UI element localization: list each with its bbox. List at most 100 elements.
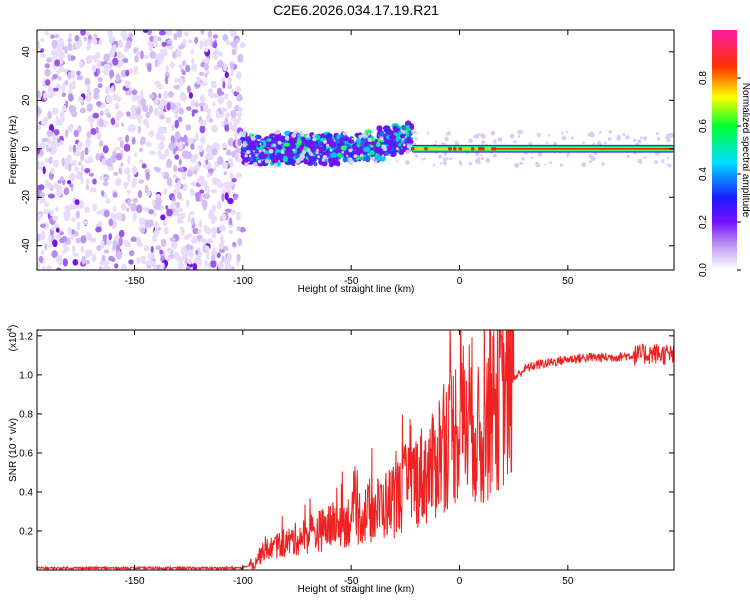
heatmap-noise-cell xyxy=(199,125,206,134)
heatmap-noise-cell xyxy=(95,126,99,134)
heatmap-noise-cell xyxy=(128,259,134,265)
heatmap-noise-cell xyxy=(86,131,91,140)
heatmap-signal-cell xyxy=(386,145,393,151)
snr-x-tick-label: -50 xyxy=(344,576,359,587)
heatmap-noise-cell xyxy=(213,48,219,55)
heatmap-noise-cell xyxy=(165,116,172,124)
heatmap-noise-cell xyxy=(59,176,65,182)
heatmap-noise-cell xyxy=(72,144,77,153)
heatmap-noise-cell xyxy=(59,118,64,125)
heatmap-noise-cell xyxy=(227,79,232,87)
heatmap-marks xyxy=(37,30,674,270)
heatmap-halo-cell xyxy=(472,135,476,138)
heatmap-noise-cell xyxy=(173,84,181,90)
heatmap-noise-cell xyxy=(161,171,165,177)
heatmap-noise-cell xyxy=(118,229,125,238)
heatmap-noise-cell xyxy=(58,76,62,81)
heatmap-noise-cell xyxy=(163,90,169,100)
snr-x-tick-label: 0 xyxy=(457,576,463,587)
heatmap-noise-cell xyxy=(200,30,205,36)
heatmap-noise-cell xyxy=(171,124,175,132)
heatmap-halo-cell xyxy=(435,141,438,144)
heatmap-noise-cell xyxy=(129,250,135,257)
heatmap-halo-cell xyxy=(342,131,347,136)
heatmap-noise-cell xyxy=(132,212,137,220)
heatmap-noise-cell xyxy=(140,227,146,234)
heatmap-halo-cell xyxy=(639,136,643,140)
heatmap-noise-cell xyxy=(171,240,178,250)
heatmap-noise-cell xyxy=(84,147,89,156)
heatmap-noise-cell xyxy=(86,43,92,51)
heatmap-halo-cell xyxy=(514,162,520,168)
heatmap-halo-cell xyxy=(480,139,486,145)
heatmap-noise-cell xyxy=(154,98,159,105)
heatmap-noise-cell xyxy=(153,35,158,43)
heatmap-noise-cell xyxy=(159,114,165,120)
heatmap-noise-cell xyxy=(92,34,96,44)
heatmap-noise-cell xyxy=(200,237,207,243)
heatmap-noise-cell xyxy=(178,207,183,213)
heatmap-noise-cell xyxy=(165,30,173,36)
heatmap-noise-cell xyxy=(79,107,86,114)
heatmap-noise-cell xyxy=(199,79,203,84)
heatmap-noise-cell xyxy=(186,243,191,251)
heatmap-halo-cell xyxy=(426,132,430,135)
heatmap-noise-cell xyxy=(165,205,169,210)
heatmap-signal-cell xyxy=(269,154,275,160)
colorbar-tick-label: 0.4 xyxy=(698,167,709,181)
heatmap-noise-cell xyxy=(138,147,143,153)
heatmap-noise-cell xyxy=(205,186,210,193)
heatmap-noise-cell xyxy=(45,202,50,208)
heatmap-noise-cell xyxy=(217,155,224,165)
heatmap-noise-cell xyxy=(118,237,123,247)
heatmap-halo-cell xyxy=(341,151,345,154)
heatmap-noise-cell xyxy=(56,267,62,270)
heatmap-noise-cell xyxy=(124,167,131,175)
snr-y-tick-label: 0.2 xyxy=(19,526,33,537)
heatmap-halo-cell xyxy=(616,136,621,141)
heatmap-halo-cell xyxy=(599,131,602,134)
heatmap-noise-cell xyxy=(228,229,233,235)
heatmap-noise-cell xyxy=(113,213,117,222)
heatmap-noise-cell xyxy=(52,250,58,258)
heatmap-halo-cell xyxy=(545,141,549,144)
heatmap-noise-cell xyxy=(221,213,227,222)
heatmap-noise-cell xyxy=(138,217,145,226)
heatmap-halo-cell xyxy=(446,157,449,160)
heatmap-halo-cell xyxy=(323,155,327,159)
heatmap-noise-cell xyxy=(113,122,120,128)
heatmap-noise-cell xyxy=(224,123,230,132)
heatmap-noise-cell xyxy=(147,63,152,73)
carrier-line-core xyxy=(496,147,674,150)
heatmap-signal-cell xyxy=(287,149,294,157)
heatmap-halo-cell xyxy=(528,141,533,146)
heatmap-noise-cell xyxy=(239,226,246,233)
heatmap-halo-cell xyxy=(272,143,276,147)
heatmap-noise-cell xyxy=(173,251,180,260)
heatmap-halo-cell xyxy=(655,132,659,135)
heatmap-halo-cell xyxy=(661,159,665,164)
heatmap-signal-cell xyxy=(263,150,270,155)
heatmap-noise-cell xyxy=(75,210,80,219)
heatmap-noise-cell xyxy=(55,234,62,239)
heatmap-noise-cell xyxy=(184,151,192,160)
heatmap-noise-cell xyxy=(217,59,224,68)
heatmap-halo-cell xyxy=(302,150,306,154)
heatmap-noise-cell xyxy=(236,111,243,118)
heatmap-noise-cell xyxy=(205,159,209,165)
heatmap-noise-cell xyxy=(192,228,200,235)
heatmap-noise-cell xyxy=(99,110,104,117)
snr-y-tick-label: 1.2 xyxy=(19,331,33,342)
heatmap-noise-cell xyxy=(102,260,110,266)
heatmap-noise-cell xyxy=(137,125,141,134)
heatmap-noise-cell xyxy=(85,78,91,86)
heatmap-halo-cell xyxy=(383,147,387,152)
heatmap-halo-cell xyxy=(622,133,626,137)
heatmap-halo-cell xyxy=(383,131,386,134)
heatmap-halo-cell xyxy=(293,129,298,135)
heatmap-noise-cell xyxy=(148,105,153,114)
heatmap-noise-cell xyxy=(50,34,55,39)
heatmap-noise-cell xyxy=(75,237,82,244)
heatmap-signal-cell xyxy=(315,134,321,141)
heatmap-noise-cell xyxy=(37,262,40,270)
